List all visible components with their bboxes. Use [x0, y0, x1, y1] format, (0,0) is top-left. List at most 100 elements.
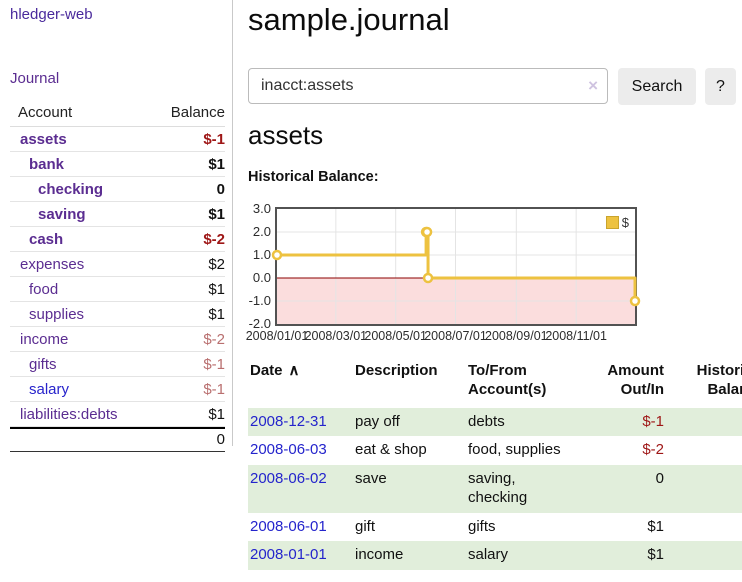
- brand-link[interactable]: hledger-web: [10, 6, 93, 23]
- account-link[interactable]: saving: [38, 205, 86, 223]
- balance-cell: $-1: [666, 408, 742, 437]
- account-row: supplies $1: [10, 302, 225, 327]
- help-button[interactable]: ?: [705, 68, 736, 105]
- total-balance: 0: [216, 431, 225, 448]
- account-link[interactable]: expenses: [20, 255, 85, 273]
- date-cell: 2008-06-02: [248, 465, 355, 513]
- x-tick-label: 2008/05/01: [364, 329, 427, 343]
- amount-cell: $1: [647, 546, 664, 564]
- account-row: checking 0: [10, 177, 225, 202]
- account-row: assets $-1: [10, 127, 225, 152]
- transaction-date-link[interactable]: 2008-06-01: [250, 517, 327, 535]
- balance-cell: $1: [666, 541, 742, 570]
- column-header-label: Historical Balance: [696, 362, 742, 398]
- account-rows: assets $-1 bank $1 checking 0 saving $1 cash $-2 e…: [10, 127, 225, 427]
- amount-cell: $1: [647, 517, 664, 535]
- account-link[interactable]: income: [20, 330, 69, 348]
- y-tick-label: 2.0: [252, 224, 271, 239]
- balance-cell: 0: [666, 436, 742, 465]
- y-tick-label: 3.0: [252, 201, 271, 216]
- description-cell: pay off: [355, 412, 400, 430]
- account-balance: $1: [208, 405, 225, 423]
- search-button[interactable]: Search: [618, 68, 696, 105]
- account-tree-header: Account Balance: [10, 100, 225, 127]
- y-tick-label: -1.0: [248, 293, 271, 308]
- account-row: income $-2: [10, 327, 225, 352]
- description-cell: save: [355, 470, 387, 487]
- account-row: bank $1: [10, 152, 225, 177]
- accounts-cell: salary: [468, 546, 509, 564]
- account-balance: $-2: [203, 330, 225, 348]
- account-balance: $-1: [203, 380, 225, 398]
- description-cell: eat & shop: [355, 441, 427, 459]
- account-balance: $-1: [203, 355, 225, 373]
- transaction-date-link[interactable]: 2008-06-03: [250, 441, 327, 459]
- chart-title: Historical Balance:: [248, 169, 379, 185]
- search-box: ×: [248, 68, 608, 104]
- x-tick-label: 2008/09/01: [485, 329, 548, 343]
- account-link[interactable]: bank: [29, 155, 65, 173]
- account-balance: 0: [216, 180, 225, 198]
- search-input[interactable]: [248, 68, 608, 104]
- transaction-row: 2008-12-31 pay off debts $-1$-1: [248, 407, 742, 437]
- account-row: gifts $-1: [10, 352, 225, 377]
- column-header-label: Date: [250, 362, 283, 379]
- account-link[interactable]: food: [29, 280, 59, 298]
- amount-cell: $-2: [642, 441, 664, 459]
- nav-journal-link[interactable]: Journal: [10, 70, 60, 87]
- account-heading: assets: [248, 120, 324, 150]
- account-link[interactable]: assets: [20, 130, 67, 148]
- account-balance: $1: [208, 205, 225, 223]
- description-cell: income: [355, 546, 404, 564]
- account-link[interactable]: supplies: [29, 305, 85, 323]
- account-row: food $1: [10, 277, 225, 302]
- account-column-header: Account: [18, 104, 73, 121]
- transaction-row: 2008-01-01 income salary $1$1: [248, 541, 742, 570]
- account-row: salary $-1: [10, 377, 225, 402]
- chart-plot-area: $: [271, 207, 641, 326]
- column-header-label: Amount Out/In: [607, 362, 664, 398]
- account-link[interactable]: cash: [29, 230, 64, 248]
- account-link[interactable]: liabilities:debts: [20, 405, 118, 423]
- page-title: sample.journal: [248, 2, 450, 37]
- x-tick-label: 2008/07/01: [424, 329, 487, 343]
- account-row: liabilities:debts $1: [10, 402, 225, 427]
- amount-cell: 0: [655, 470, 664, 487]
- accounts-cell: food, supplies: [468, 441, 561, 459]
- sort-ascending-icon: ∧: [288, 362, 300, 379]
- transaction-date-link[interactable]: 2008-01-01: [250, 546, 327, 564]
- column-header-date[interactable]: Date ∧: [248, 360, 355, 408]
- account-link[interactable]: salary: [29, 380, 70, 398]
- date-cell: 2008-06-01: [248, 513, 355, 542]
- y-tick-label: 1.0: [252, 247, 271, 262]
- y-tick-label: 0.0: [252, 270, 271, 285]
- date-cell: 2008-06-03: [248, 436, 355, 465]
- x-tick-label: 2008/01/01: [245, 329, 309, 343]
- transaction-row: 2008-06-01 gift gifts $1$2: [248, 513, 742, 542]
- transaction-date-link[interactable]: 2008-06-02: [250, 470, 327, 487]
- x-tick-label: 2008/03/01: [304, 329, 368, 343]
- sidebar: hledger-web Journal Account Balance asse…: [0, 0, 233, 452]
- chart-legend: $: [603, 214, 631, 231]
- balance-cell: $2: [666, 465, 742, 513]
- clear-search-icon[interactable]: ×: [588, 76, 598, 95]
- column-header-label: To/From Account(s): [468, 362, 547, 398]
- transaction-date-link[interactable]: 2008-12-31: [250, 412, 327, 430]
- register-table: Date ∧ Description To/From Account(s) Amount…: [248, 360, 742, 570]
- account-row: saving $1: [10, 202, 225, 227]
- column-header-amount-out-in: Amount Out/In: [591, 360, 666, 408]
- date-cell: 2008-01-01: [248, 541, 355, 570]
- series-label: $: [621, 215, 629, 230]
- account-link[interactable]: checking: [38, 180, 104, 198]
- x-tick-label: 2008/11/01: [545, 329, 607, 343]
- main-content: sample.journal × Search ? assets Histori…: [246, 0, 742, 582]
- description-cell: gift: [355, 517, 376, 535]
- transaction-row: 2008-06-03 eat & shop food, supplies $-20: [248, 436, 742, 465]
- balance-column-header: Balance: [170, 104, 225, 121]
- account-tree: Account Balance assets $-1 bank $1 checking 0…: [10, 100, 225, 452]
- account-balance: $2: [208, 255, 225, 273]
- account-link[interactable]: gifts: [29, 355, 57, 373]
- historical-balance-chart: $ 3.0 2.0 1.0 0.0 -1.0 -2.0 2008/01/01 2008/03…: [246, 201, 742, 350]
- column-header-to-from-account-s-: To/From Account(s): [468, 360, 591, 408]
